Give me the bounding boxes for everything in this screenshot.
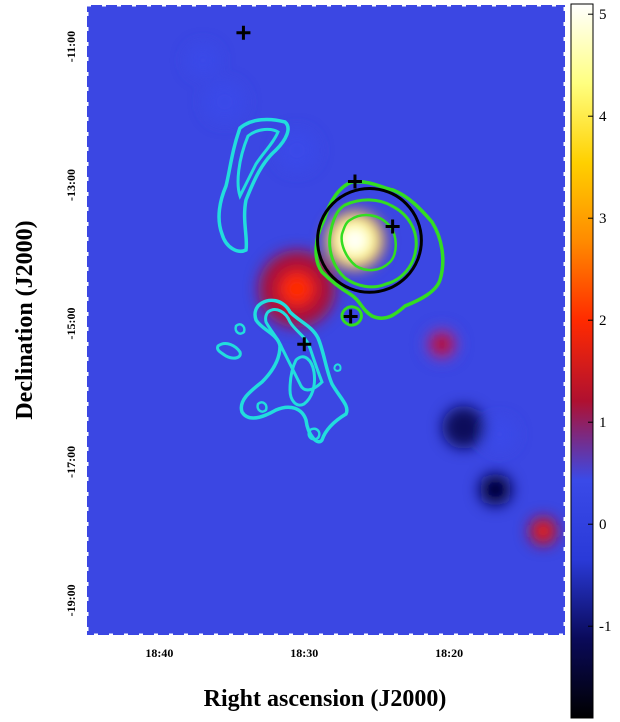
significance-blob <box>478 472 513 507</box>
map-background <box>87 5 565 635</box>
x-axis-title: Right ascension (J2000) <box>204 686 447 712</box>
y-tick-label: -19:00 <box>64 584 78 616</box>
source-marker <box>343 309 358 324</box>
cyan-contour-small-3 <box>234 323 246 335</box>
significance-blob <box>528 516 559 547</box>
colorbar-tick-label: 1 <box>599 415 607 431</box>
y-tick-label: -13:00 <box>64 169 78 201</box>
cyan-contour-west-fragment <box>216 342 242 360</box>
significance-blob <box>441 405 486 449</box>
significance-blob <box>202 80 247 124</box>
contours <box>216 117 445 444</box>
y-tick-labels: -11:00 -13:00 -15:00 -17:00 -19:00 <box>64 31 78 617</box>
y-tick-label: -17:00 <box>64 446 78 478</box>
cyan-contour-small-1 <box>256 401 268 413</box>
y-tick-label: -11:00 <box>64 31 78 62</box>
source-circle <box>316 186 423 294</box>
colorbar-tick-label: 3 <box>599 211 607 227</box>
colorbar-tick-label: 0 <box>599 517 607 533</box>
colorbar-tick-label: 5 <box>599 7 607 23</box>
x-tick-label: 18:20 <box>435 646 463 660</box>
colorbar-tick-label: -1 <box>599 619 612 635</box>
x-tick-label: 18:30 <box>290 646 318 660</box>
green-contour-blob <box>340 305 363 327</box>
source-marker <box>297 337 312 352</box>
colorbar-gradient <box>570 3 594 719</box>
significance-blob <box>185 43 221 78</box>
markers <box>236 25 400 352</box>
x-tick-labels: 18:40 18:30 18:20 <box>145 646 463 660</box>
cyan-contour-south-inner <box>264 308 324 392</box>
significance-blob <box>275 128 319 173</box>
cyan-contour-south-detail <box>288 355 316 407</box>
colorbar-tick-label: 2 <box>599 313 607 329</box>
colorbar-ticks: -1 0 1 2 3 4 5 <box>588 7 612 635</box>
source-marker <box>347 174 362 189</box>
colorbar-tick-label: 4 <box>599 109 607 125</box>
y-axis-title: Declination (J2000) <box>12 220 38 419</box>
green-contour-outer <box>314 179 445 320</box>
cyan-contour-small-4 <box>333 363 342 372</box>
sky-map <box>85 3 567 637</box>
source-marker <box>385 219 400 234</box>
colorbar: -1 0 1 2 3 4 5 <box>570 3 612 719</box>
source-marker <box>236 25 251 40</box>
significance-map <box>185 43 559 547</box>
cyan-contour-small-2 <box>307 427 321 441</box>
cyan-contour-north-outer <box>217 117 290 253</box>
green-contour-inner <box>340 213 397 272</box>
cyan-contour-north-inner <box>236 127 280 200</box>
green-contour-middle <box>328 198 418 289</box>
significance-blob <box>482 416 518 452</box>
x-tick-label: 18:40 <box>145 646 173 660</box>
y-tick-label: -15:00 <box>64 307 78 339</box>
significance-blob <box>424 326 460 362</box>
